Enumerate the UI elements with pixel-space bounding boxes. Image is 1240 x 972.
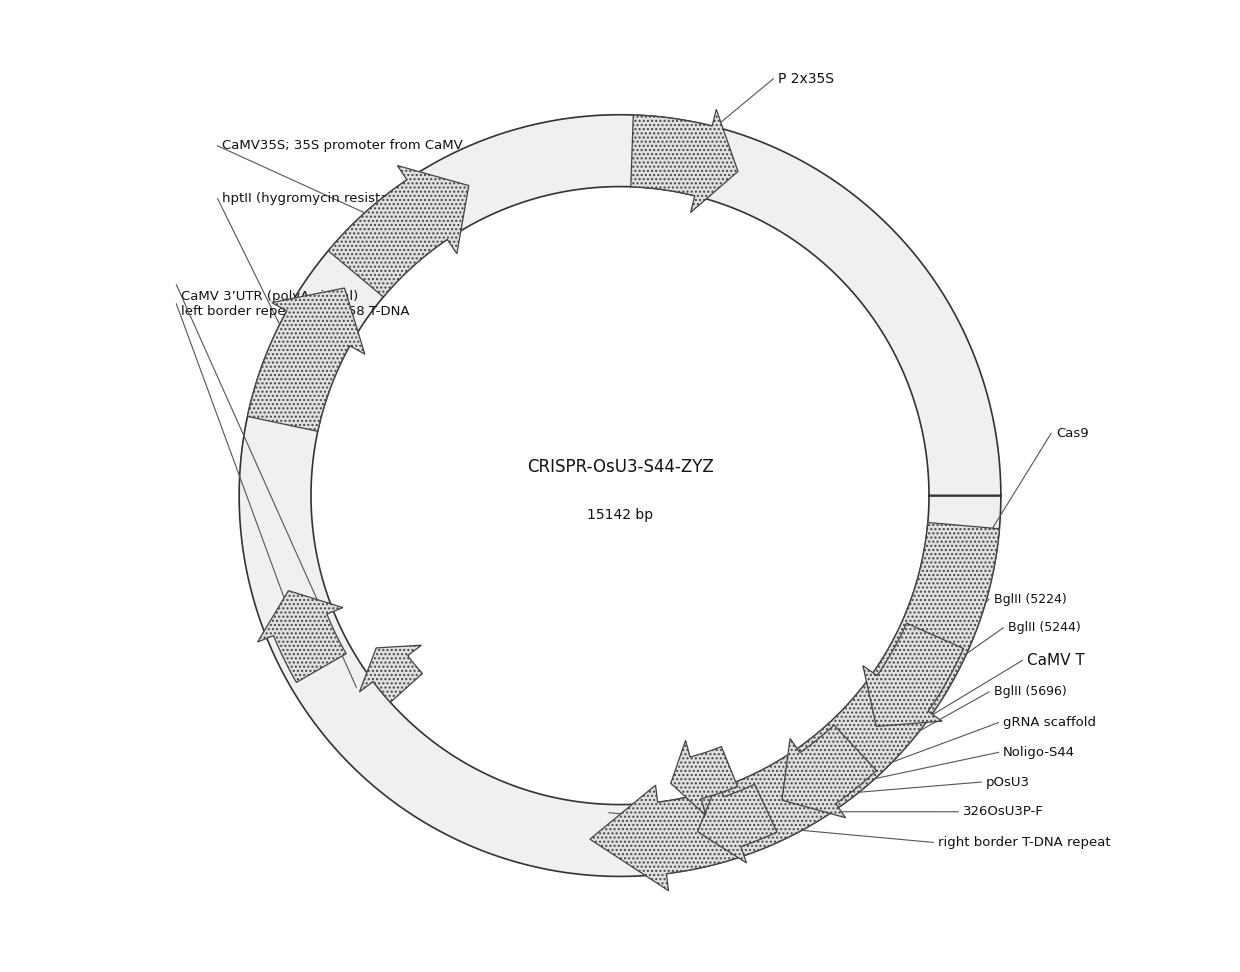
Polygon shape [248, 288, 365, 432]
Polygon shape [590, 523, 999, 890]
Polygon shape [329, 165, 469, 297]
Text: CaMV T: CaMV T [1027, 653, 1085, 668]
Text: pOsU3: pOsU3 [986, 776, 1030, 788]
Text: Cas9: Cas9 [1056, 427, 1089, 439]
Text: 15142 bp: 15142 bp [587, 507, 653, 522]
Polygon shape [631, 109, 738, 213]
Polygon shape [258, 591, 346, 682]
Text: gRNA scaffold: gRNA scaffold [1003, 716, 1096, 729]
Polygon shape [782, 725, 877, 817]
Text: CaMV 3’UTR (polyA signal)
left border repeat from C58 T-DNA: CaMV 3’UTR (polyA signal) left border re… [181, 290, 409, 318]
Polygon shape [360, 645, 423, 703]
Polygon shape [863, 623, 963, 726]
Text: hptII (hygromycin resistance) gene: hptII (hygromycin resistance) gene [222, 192, 456, 205]
Text: CRISPR-OsU3-S44-ZYZ: CRISPR-OsU3-S44-ZYZ [527, 458, 713, 476]
Text: BglII (5224): BglII (5224) [993, 593, 1066, 606]
Text: Noligo-S44: Noligo-S44 [1003, 746, 1075, 759]
Text: 326OsU3P-F: 326OsU3P-F [963, 805, 1044, 818]
Text: right border T-DNA repeat: right border T-DNA repeat [939, 836, 1111, 849]
Polygon shape [671, 741, 738, 816]
Text: P 2x35S: P 2x35S [777, 72, 835, 86]
Text: BglII (5244): BglII (5244) [1008, 621, 1081, 635]
Polygon shape [698, 781, 777, 863]
Text: BglII (5696): BglII (5696) [993, 685, 1066, 699]
Polygon shape [239, 115, 1001, 877]
Text: CaMV35S; 35S promoter from CaMV: CaMV35S; 35S promoter from CaMV [222, 139, 463, 153]
